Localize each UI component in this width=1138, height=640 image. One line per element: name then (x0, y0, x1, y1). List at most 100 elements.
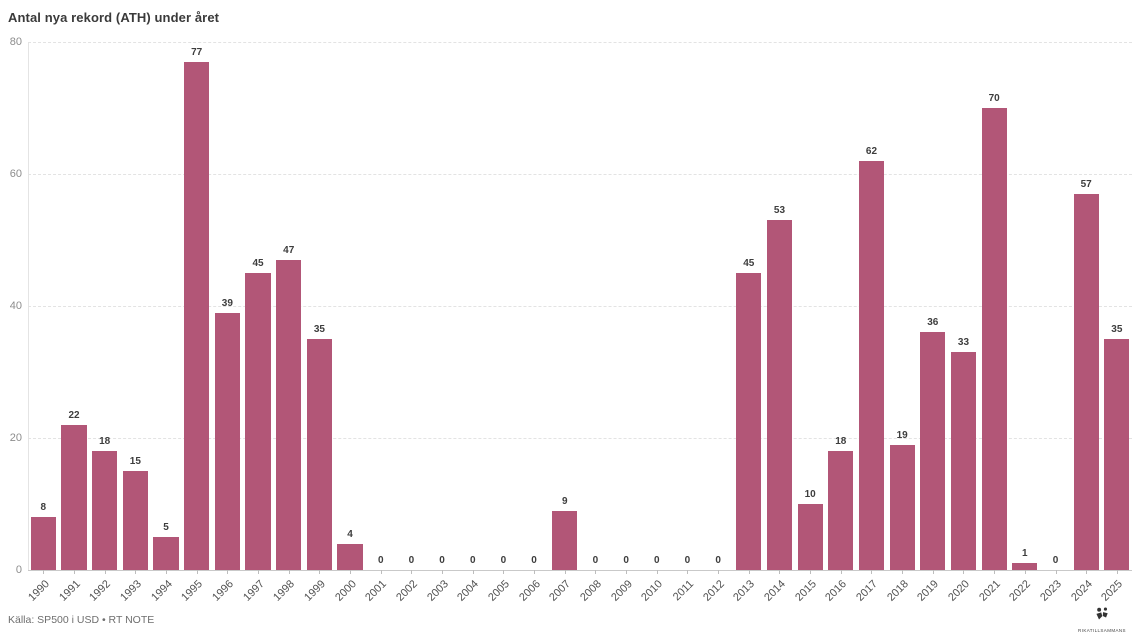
x-axis-tick (104, 570, 106, 574)
x-axis-tick-label: 2018 (884, 578, 911, 604)
x-axis-tick-label: 2009 (608, 578, 635, 604)
bar-slot-1996: 39 1996 (210, 42, 243, 604)
x-axis-tick (319, 570, 321, 574)
bar-1997 (245, 273, 271, 570)
bar-value-label: 0 (377, 555, 384, 566)
bar-value-label: 0 (469, 555, 476, 566)
x-axis-tick (595, 570, 597, 574)
bar-1990 (30, 517, 56, 570)
bar-slot-2016: 18 2016 (823, 42, 856, 604)
bar-slot-2023: 0 2023 (1038, 42, 1071, 604)
plot-area: 8 1990 22 1991 18 1992 15 1993 5 1994 77 1995 39 1996… (26, 42, 1133, 604)
bar-slot-2002: 0 2002 (394, 42, 427, 604)
x-axis-tick-label: 2017 (854, 578, 880, 604)
x-axis-tick (656, 570, 658, 574)
x-axis-tick-label: 1992 (87, 578, 114, 604)
bar-slot-2007: 9 2007 (547, 42, 580, 604)
bar-2019 (920, 332, 946, 570)
bar-value-label: 0 (1052, 555, 1059, 566)
x-axis-tick (166, 570, 168, 574)
x-axis-tick (994, 570, 996, 574)
bar-value-label: 77 (191, 46, 203, 58)
x-axis-tick-label: 1997 (240, 578, 267, 604)
x-axis-tick-label: 2003 (424, 578, 451, 604)
bar-slot-2008: 0 2008 (578, 42, 611, 604)
bar-2020 (950, 352, 977, 570)
bar-slot-1997: 45 1997 (241, 42, 274, 604)
bar-1999 (306, 339, 332, 570)
x-axis-tick-label: 2023 (1038, 578, 1065, 604)
x-axis-tick-label: 1991 (56, 578, 83, 604)
x-axis-tick (626, 570, 628, 574)
bar-slot-2017: 62 2017 (854, 42, 887, 604)
gridline-20 (28, 438, 1132, 439)
bar-value-label: 22 (68, 409, 80, 421)
x-axis-tick (1086, 570, 1088, 574)
x-axis-tick (564, 570, 566, 574)
x-axis-tick-label: 2004 (455, 578, 482, 604)
bar-2016 (828, 451, 854, 570)
bar-value-label: 45 (252, 258, 264, 269)
x-axis-tick-label: 2012 (700, 578, 727, 604)
x-axis-tick (196, 570, 198, 574)
x-axis-tick-label: 2025 (1099, 578, 1126, 604)
x-axis-tick-label: 2002 (394, 578, 420, 604)
bar-slot-2013: 45 2013 (731, 42, 764, 604)
bar-slot-2012: 0 2012 (701, 42, 734, 604)
bars-layer: 8 1990 22 1991 18 1992 15 1993 5 1994 77 1995 39 1996… (26, 42, 1133, 604)
bar-value-label: 0 (592, 555, 599, 566)
x-axis-tick-label: 1995 (179, 578, 206, 604)
bar-2022 (1012, 563, 1038, 570)
bar-value-label: 0 (623, 555, 629, 566)
x-axis-tick (350, 570, 352, 574)
x-axis-tick-label: 2010 (639, 578, 666, 604)
gridline-80 (28, 42, 1132, 43)
x-axis-tick-label: 2020 (946, 578, 972, 604)
x-axis-tick (503, 570, 505, 574)
x-axis-tick (442, 570, 444, 574)
bar-value-label: 53 (773, 205, 786, 217)
bar-value-label: 1 (1022, 548, 1028, 560)
bar-value-label: 5 (163, 522, 169, 533)
bar-value-label: 57 (1080, 178, 1092, 190)
x-axis-tick-label: 1990 (26, 578, 52, 604)
bar-2015 (797, 504, 823, 570)
bar-value-label: 0 (684, 555, 691, 566)
bar-value-label: 4 (347, 528, 353, 540)
bar-value-label: 0 (653, 555, 660, 566)
bar-2024 (1073, 193, 1099, 570)
bar-value-label: 62 (865, 145, 878, 157)
x-axis-tick-label: 1994 (148, 578, 175, 604)
x-axis-tick (718, 570, 720, 574)
bar-slot-2024: 57 2024 (1069, 42, 1102, 604)
bar-value-label: 35 (1111, 324, 1123, 335)
bar-1991 (61, 424, 87, 570)
x-axis-tick (1055, 570, 1057, 574)
y-axis-tick-label: 80 (9, 36, 22, 48)
bar-slot-2021: 70 2021 (977, 42, 1010, 604)
bar-slot-1999: 35 1999 (302, 42, 335, 604)
x-axis-tick-label: 2007 (547, 578, 574, 604)
bar-slot-2025: 35 2025 (1100, 42, 1133, 604)
bar-slot-2015: 10 2015 (793, 42, 826, 604)
bar-slot-2004: 0 2004 (455, 42, 488, 604)
bar-slot-2022: 1 2022 (1008, 42, 1041, 604)
bar-slot-2018: 19 2018 (885, 42, 918, 604)
bar-slot-2014: 53 2014 (762, 42, 795, 604)
bar-value-label: 19 (896, 429, 908, 441)
x-axis-tick (288, 570, 290, 574)
x-axis-tick (748, 570, 750, 574)
x-axis-line (28, 570, 1132, 571)
y-axis-tick-label: 40 (9, 300, 22, 312)
bar-1995 (184, 61, 210, 570)
x-axis-tick-label: 1996 (210, 578, 236, 604)
bar-value-label: 0 (531, 555, 537, 566)
x-axis-tick (380, 570, 382, 574)
bar-1996 (214, 312, 240, 570)
bar-value-label: 15 (129, 456, 141, 467)
x-axis-tick (411, 570, 413, 574)
x-axis-tick (871, 570, 873, 574)
bar-slot-2009: 0 2009 (609, 42, 642, 604)
x-axis-tick-label: 2024 (1068, 578, 1095, 604)
bar-slot-2011: 0 2011 (671, 42, 703, 603)
